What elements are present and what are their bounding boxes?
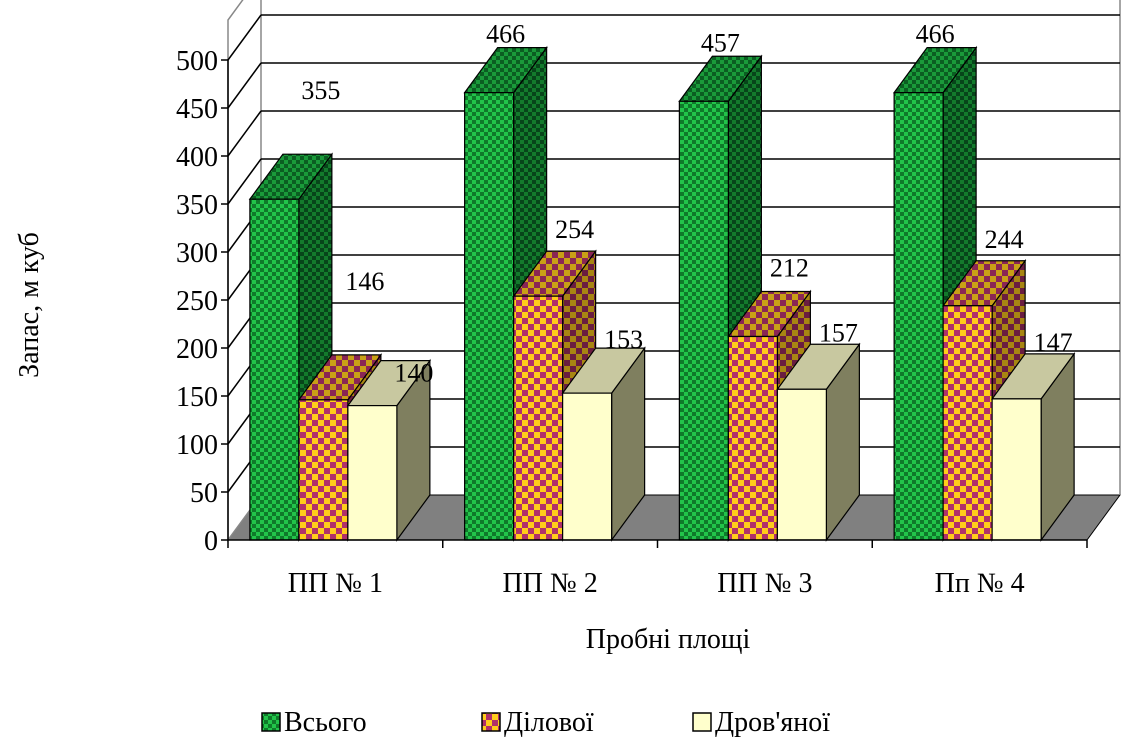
bar-front bbox=[347, 405, 398, 541]
x-tick-label: ПП № 2 bbox=[503, 568, 598, 599]
y-tick-label: 0 bbox=[204, 526, 218, 557]
y-axis-label: Запас, м куб bbox=[14, 232, 45, 378]
bar-front bbox=[678, 100, 729, 541]
bars bbox=[248, 45, 1076, 542]
axes: 0 50 100 150 200 250 300 350 400 450 500 ПП № 1 ПП №… bbox=[176, 46, 1088, 599]
legend-item: Всього bbox=[261, 707, 367, 738]
data-label: 157 bbox=[819, 318, 858, 347]
bar-front bbox=[942, 305, 993, 541]
data-label: 140 bbox=[394, 359, 433, 388]
legend-swatch bbox=[261, 712, 281, 732]
data-labels: 355 146 140 466 254 153 457 212 157 466 244 147 bbox=[301, 20, 1072, 388]
bar bbox=[463, 45, 548, 542]
data-label: 146 bbox=[345, 267, 384, 296]
gridline-side bbox=[227, 110, 262, 157]
data-label: 212 bbox=[770, 253, 809, 282]
legend: Всього Ділової Дров'яної bbox=[261, 707, 830, 738]
y-tick-label: 500 bbox=[176, 46, 218, 77]
y-tick-label: 450 bbox=[176, 94, 218, 125]
legend-swatch bbox=[481, 712, 501, 732]
gridline-side bbox=[227, 14, 262, 61]
x-axis-label: Пробні площі bbox=[586, 624, 751, 655]
legend-label: Ділової bbox=[504, 707, 594, 738]
legend-swatch bbox=[692, 712, 712, 732]
bar-front bbox=[562, 392, 613, 541]
legend-label: Дров'яної bbox=[715, 707, 830, 738]
y-tick-label: 50 bbox=[190, 478, 218, 509]
legend-item: Ділової bbox=[481, 707, 594, 738]
y-tick-label: 400 bbox=[176, 142, 218, 173]
bar bbox=[776, 342, 861, 542]
y-tick-label: 350 bbox=[176, 190, 218, 221]
bar-front bbox=[727, 335, 778, 541]
data-label: 153 bbox=[604, 325, 643, 354]
data-label: 254 bbox=[555, 215, 594, 244]
data-label: 466 bbox=[486, 20, 525, 49]
y-tick-label: 100 bbox=[176, 430, 218, 461]
bar-front bbox=[249, 198, 300, 541]
data-label: 457 bbox=[701, 28, 740, 57]
y-tick-label: 150 bbox=[176, 382, 218, 413]
bar bbox=[346, 358, 432, 542]
legend-item: Дров'яної bbox=[692, 707, 830, 738]
data-label: 466 bbox=[916, 20, 955, 49]
gridline-side bbox=[227, 158, 262, 205]
data-label: 244 bbox=[985, 225, 1024, 254]
data-label: 355 bbox=[301, 76, 340, 105]
data-label: 147 bbox=[1034, 328, 1073, 357]
x-tick-label: ПП № 3 bbox=[717, 568, 812, 599]
bar-front bbox=[513, 295, 564, 541]
bar bbox=[561, 346, 646, 542]
y-tick-label: 300 bbox=[176, 238, 218, 269]
bar-front bbox=[991, 398, 1042, 541]
y-tick-label: 250 bbox=[176, 286, 218, 317]
bar bbox=[990, 352, 1076, 542]
x-tick-label: Пп № 4 bbox=[935, 568, 1025, 599]
bar-front bbox=[776, 388, 827, 541]
y-tick-label: 200 bbox=[176, 334, 218, 365]
legend-label: Всього bbox=[284, 707, 367, 738]
bar-front bbox=[298, 399, 349, 541]
bar-front bbox=[464, 92, 515, 541]
gridline-side bbox=[227, 62, 262, 109]
bar-front bbox=[893, 92, 944, 541]
x-tick-label: ПП № 1 bbox=[288, 568, 383, 599]
